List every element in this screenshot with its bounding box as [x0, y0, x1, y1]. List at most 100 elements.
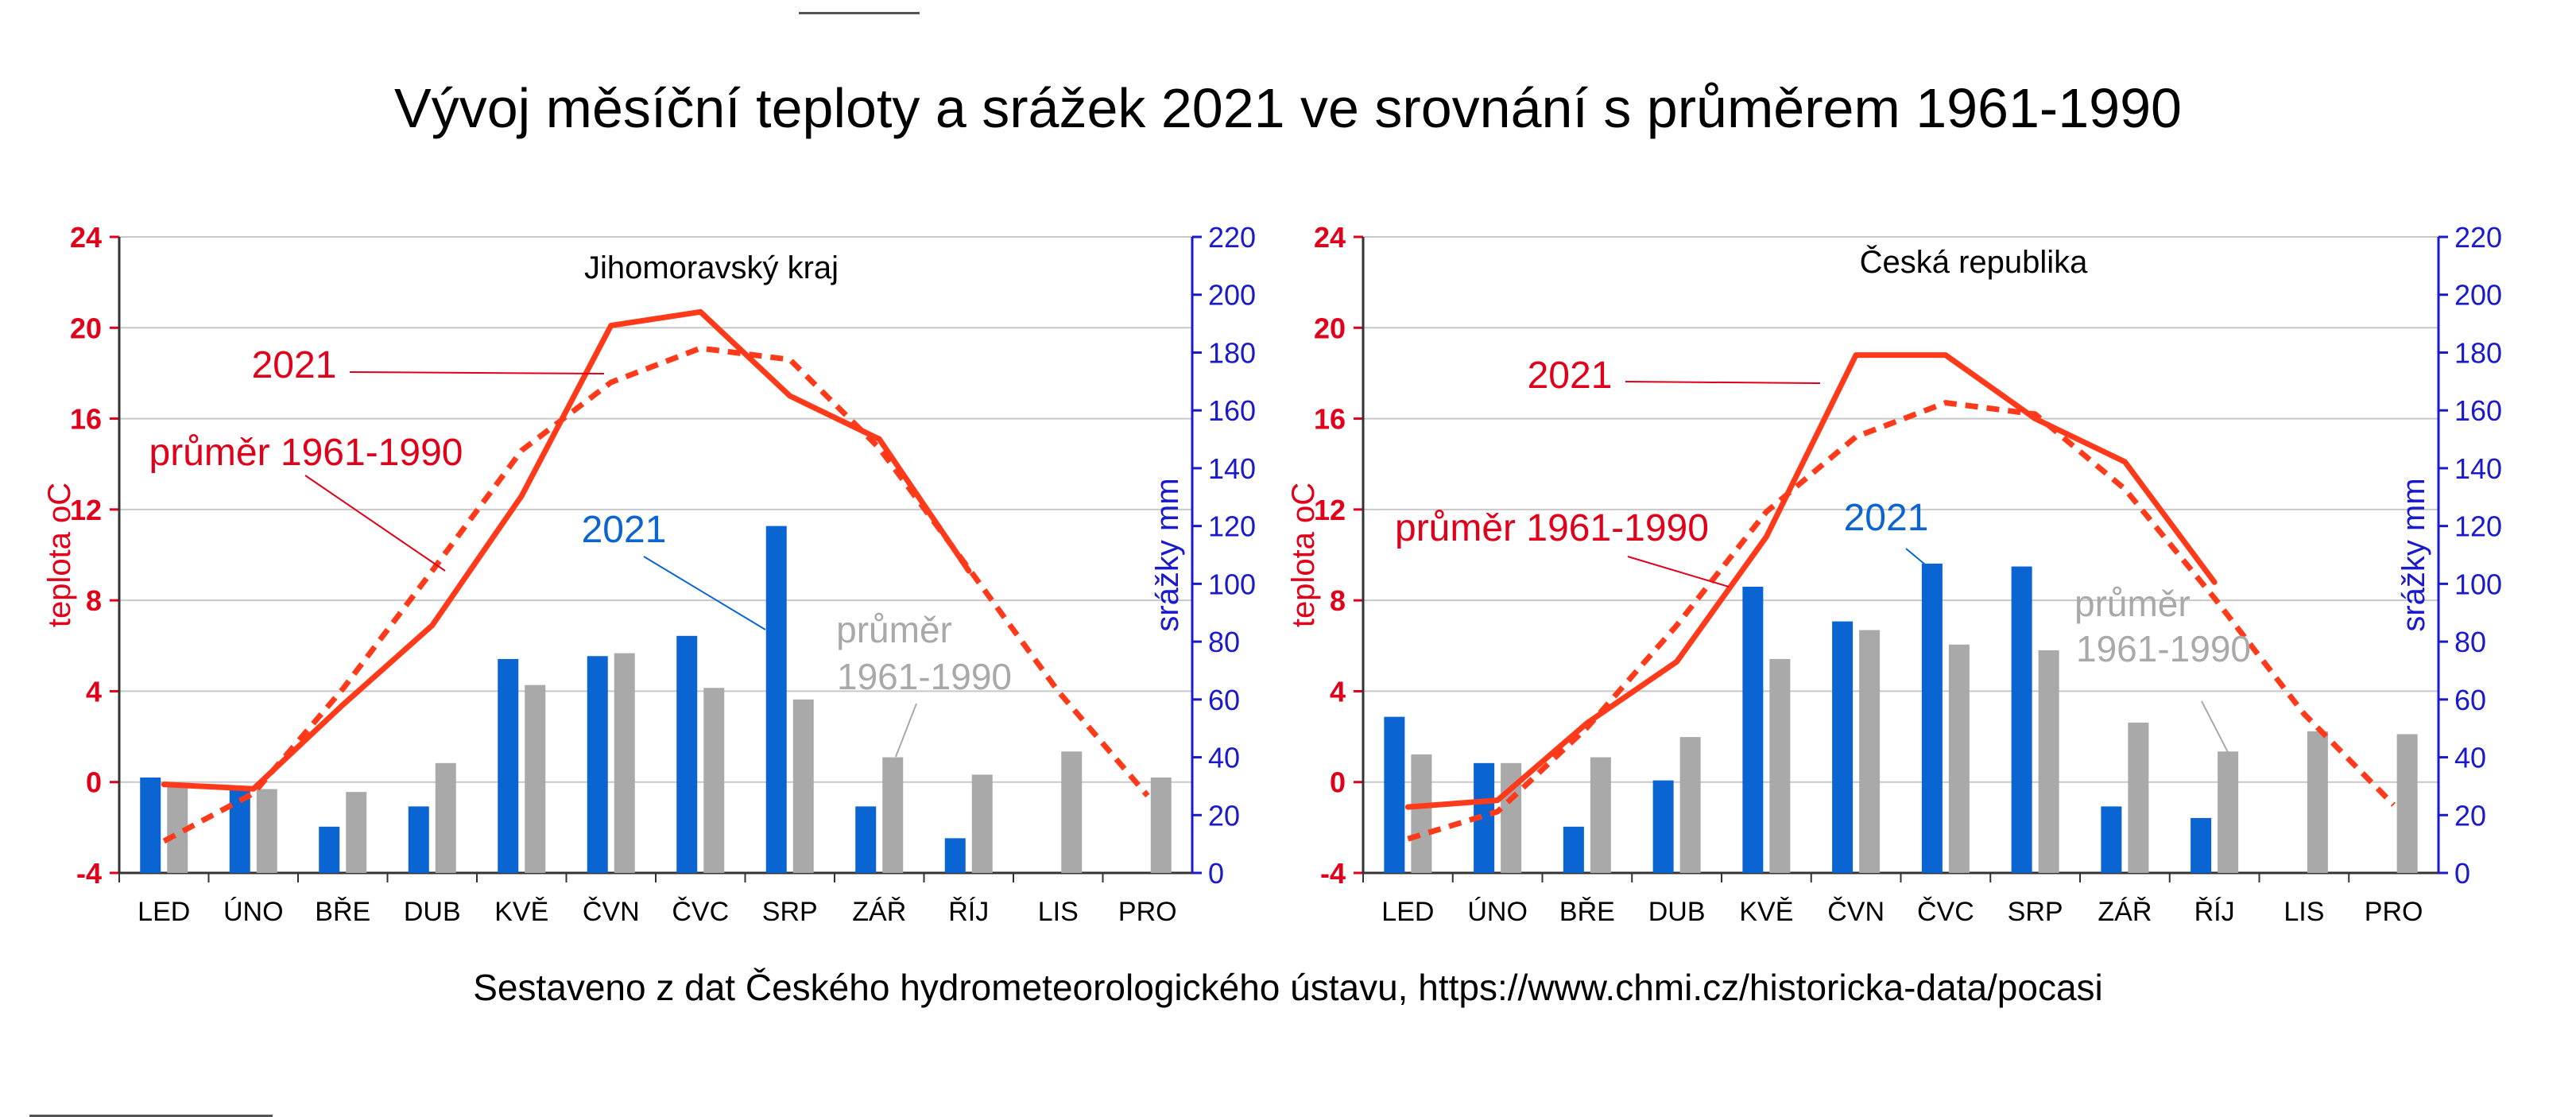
- temp-tick-label: 16: [1314, 403, 1346, 436]
- bar-precip-avg: [2128, 722, 2149, 873]
- bar-precip-2021: [1832, 621, 1854, 873]
- chart-ceska-republika: -4 0 4 8 12 16 20 24 0 20 40 60 80 100 120 140 160 180 200…: [1286, 221, 2502, 927]
- bar-precip-avg: [1679, 737, 1701, 873]
- precip-tick-label: 80: [2454, 626, 2486, 658]
- category-label: ČVC: [672, 897, 729, 927]
- annotation-label: průměr 1961-1990: [149, 432, 463, 474]
- temp-tick-label: -4: [1320, 857, 1346, 890]
- temp-tick-label: 8: [1330, 584, 1346, 617]
- precip-tick-label: 20: [2454, 799, 2486, 832]
- precip-tick-label: 140: [1208, 452, 1256, 485]
- annotation-leader: [895, 703, 917, 758]
- category-label: KVĚ: [1739, 897, 1793, 927]
- precip-tick-label: 100: [1208, 568, 1256, 600]
- annotation-label: 2021: [582, 509, 667, 551]
- bar-precip-avg: [1769, 658, 1791, 873]
- bar-precip-avg: [2307, 731, 2328, 873]
- temp-tick-label: -4: [76, 857, 102, 890]
- precip-tick-label: 160: [2454, 394, 2502, 427]
- precip-tick-label: 60: [1208, 684, 1240, 716]
- bar-precip-avg: [1859, 630, 1881, 873]
- category-label: KVĚ: [494, 897, 548, 927]
- line-temp-2021: [1404, 352, 2218, 810]
- bar-precip-2021: [2191, 817, 2212, 873]
- precip-tick-label: 120: [1208, 510, 1256, 543]
- bar-precip-avg: [2218, 751, 2239, 873]
- category-label: LIS: [1038, 897, 1079, 927]
- precip-tick-label: 60: [2454, 684, 2486, 716]
- bar-precip-avg: [2038, 650, 2059, 873]
- temp-tick-label: 0: [1330, 766, 1346, 799]
- bar-precip-avg: [1590, 757, 1611, 873]
- category-label: ŘÍJ: [948, 897, 989, 927]
- precip-tick-label: 40: [2454, 742, 2486, 774]
- category-label: PRO: [1118, 897, 1177, 927]
- precip-tick-label: 200: [1208, 279, 1256, 312]
- annotation-leader: [304, 475, 446, 572]
- category-label: LIS: [2284, 897, 2324, 927]
- chart-jihomoravsky: -4 0 4 8 12 16 20 24 0 20 40 60 80 100 120 140 160 180 200…: [42, 221, 1256, 927]
- category-label: ČVN: [583, 897, 640, 927]
- precip-tick-label: 100: [2454, 568, 2502, 600]
- bar-precip-2021: [765, 526, 787, 873]
- bar-precip-2021: [944, 838, 966, 873]
- bar-precip-avg: [703, 688, 725, 873]
- precip-axis-title: srážky mm: [1150, 478, 1185, 631]
- bar-precip-avg: [614, 653, 635, 873]
- bar-precip-2021: [319, 826, 340, 873]
- temp-tick-label: 4: [1330, 675, 1346, 708]
- bar-precip-avg: [1948, 644, 1970, 873]
- temp-tick-label: 0: [86, 766, 102, 799]
- footer-source: Sestaveno z dat Českého hydrometeorologi…: [473, 967, 2103, 1008]
- precip-tick-label: 220: [2454, 221, 2502, 254]
- precip-tick-label: 40: [1208, 742, 1240, 774]
- temp-axis-title: teplota oC: [1286, 483, 1321, 627]
- bar-precip-2021: [1652, 780, 1674, 873]
- bar-precip-2021: [1742, 587, 1764, 873]
- bar-precip-avg: [435, 762, 456, 873]
- temp-tick-label: 4: [86, 675, 102, 708]
- precip-tick-label: 0: [2454, 857, 2470, 890]
- category-label: DUB: [404, 897, 461, 927]
- temp-tick-label: 20: [70, 312, 102, 344]
- bar-precip-avg: [882, 757, 904, 873]
- annotation-label: 1961-1990: [837, 656, 1012, 697]
- annotation-label: 2021: [1844, 497, 1929, 539]
- precip-tick-label: 200: [2454, 279, 2502, 312]
- annotation-label: průměr: [2074, 583, 2191, 624]
- category-label: BŘE: [315, 897, 370, 927]
- temp-axis-title: teplota oC: [42, 483, 77, 627]
- precip-tick-label: 120: [2454, 510, 2502, 543]
- annotation-leader: [1905, 548, 1940, 577]
- precip-tick-label: 20: [1208, 799, 1240, 832]
- chart-region-title: Česká republika: [1860, 244, 2089, 280]
- bar-precip-avg: [2396, 734, 2418, 873]
- bar-precip-avg: [256, 789, 277, 873]
- annotation-label: 2021: [252, 344, 337, 386]
- line-temp-2021: [161, 308, 972, 792]
- temp-tick-label: 24: [70, 221, 102, 254]
- line-temp-avg: [162, 345, 1150, 844]
- bar-precip-2021: [2011, 566, 2032, 873]
- temp-tick-label: 24: [1314, 221, 1346, 254]
- line-temp-avg: [1407, 400, 2396, 842]
- category-label: ÚNO: [223, 897, 284, 927]
- precip-tick-label: 180: [2454, 336, 2502, 369]
- category-label: LED: [138, 897, 190, 927]
- precip-tick-label: 180: [1208, 336, 1256, 369]
- annotation-leader: [643, 556, 766, 630]
- category-label: ŘÍJ: [2194, 897, 2235, 927]
- category-label: BŘE: [1559, 897, 1615, 927]
- bar-precip-avg: [1411, 754, 1432, 873]
- category-label: SRP: [2008, 897, 2063, 927]
- bar-precip-2021: [1563, 826, 1584, 873]
- annotation-leader: [1625, 381, 1821, 384]
- precip-tick-label: 0: [1208, 857, 1224, 890]
- annotation-leader: [1627, 556, 1730, 588]
- bar-precip-2021: [587, 656, 608, 873]
- chart-region-title: Jihomoravský kraj: [584, 250, 839, 285]
- category-label: ZÁŘ: [852, 897, 906, 927]
- category-label: ZÁŘ: [2098, 897, 2152, 927]
- bar-precip-avg: [1150, 778, 1172, 873]
